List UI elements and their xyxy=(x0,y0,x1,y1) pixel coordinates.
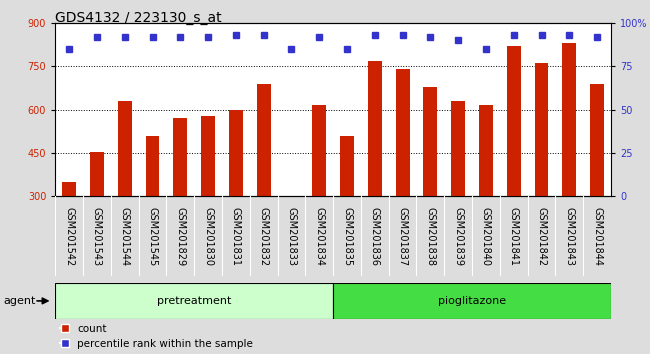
Bar xyxy=(55,283,333,319)
Text: pioglitazone: pioglitazone xyxy=(438,296,506,306)
Bar xyxy=(534,63,549,196)
Bar xyxy=(174,118,187,196)
Legend: count, percentile rank within the sample: count, percentile rank within the sample xyxy=(60,324,253,349)
Text: GSM201834: GSM201834 xyxy=(314,207,324,266)
Bar xyxy=(562,43,577,196)
Text: GSM201836: GSM201836 xyxy=(370,207,380,266)
Bar xyxy=(146,136,159,196)
Text: pretreatment: pretreatment xyxy=(157,296,231,306)
Bar xyxy=(229,110,243,196)
Text: GSM201830: GSM201830 xyxy=(203,207,213,266)
Bar xyxy=(118,101,132,196)
Bar xyxy=(451,101,465,196)
Bar xyxy=(396,69,410,196)
Bar xyxy=(201,115,215,196)
Bar xyxy=(423,87,437,196)
Bar xyxy=(590,84,604,196)
Text: GSM201842: GSM201842 xyxy=(536,207,547,266)
Text: GSM201839: GSM201839 xyxy=(453,207,463,266)
Text: GSM201833: GSM201833 xyxy=(287,207,296,266)
Text: GSM201835: GSM201835 xyxy=(342,207,352,266)
Text: GSM201545: GSM201545 xyxy=(148,207,157,266)
Text: GSM201831: GSM201831 xyxy=(231,207,241,266)
Text: GSM201844: GSM201844 xyxy=(592,207,602,266)
Text: GSM201840: GSM201840 xyxy=(481,207,491,266)
Text: GSM201543: GSM201543 xyxy=(92,207,102,266)
Text: GSM201544: GSM201544 xyxy=(120,207,130,266)
Bar xyxy=(90,152,104,196)
Text: GSM201829: GSM201829 xyxy=(176,207,185,266)
Bar xyxy=(62,182,76,196)
Text: GDS4132 / 223130_s_at: GDS4132 / 223130_s_at xyxy=(55,11,222,25)
Text: GSM201841: GSM201841 xyxy=(509,207,519,266)
Text: agent: agent xyxy=(3,296,36,306)
Bar xyxy=(285,196,298,199)
Bar xyxy=(312,105,326,196)
Text: GSM201832: GSM201832 xyxy=(259,207,268,266)
Bar xyxy=(257,84,270,196)
Bar xyxy=(340,136,354,196)
Bar xyxy=(333,283,611,319)
Bar xyxy=(368,61,382,196)
Bar xyxy=(507,46,521,196)
Text: GSM201843: GSM201843 xyxy=(564,207,575,266)
Bar xyxy=(479,105,493,196)
Text: GSM201837: GSM201837 xyxy=(398,207,408,266)
Text: GSM201838: GSM201838 xyxy=(425,207,436,266)
Text: GSM201542: GSM201542 xyxy=(64,207,74,266)
